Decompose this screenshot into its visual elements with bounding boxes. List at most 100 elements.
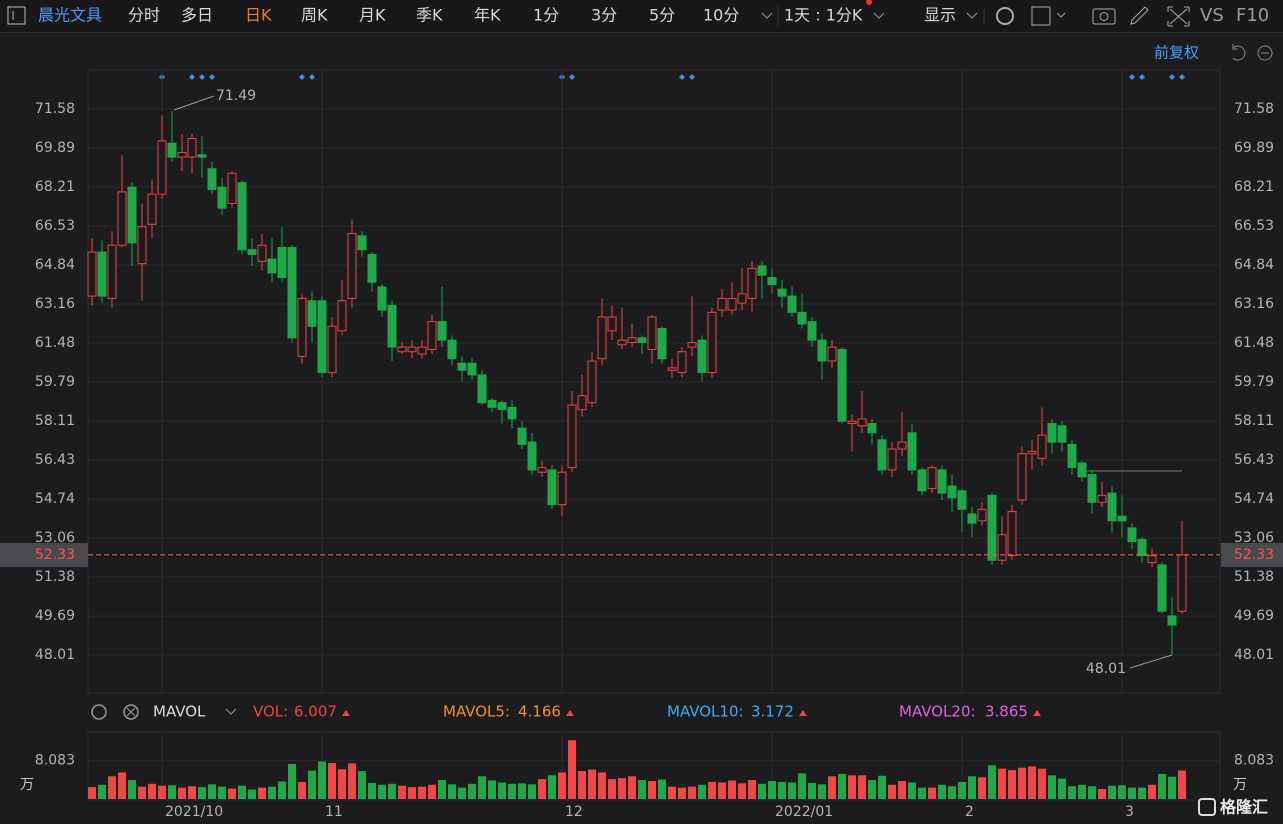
stock-name[interactable]: 晨光文具	[38, 6, 102, 25]
reset-icon[interactable]	[1232, 44, 1246, 61]
volume-bar	[988, 765, 996, 799]
indicator-legend-value: 4.166	[518, 703, 561, 721]
period-tab[interactable]: 分时	[128, 6, 160, 25]
y-tick-label: 51.38	[35, 569, 75, 585]
candle-body	[817, 339, 827, 362]
period-tab[interactable]: 日K	[245, 6, 272, 25]
period-tab[interactable]: 10分	[703, 6, 739, 25]
volume-bar	[318, 761, 326, 799]
candle-body	[587, 360, 597, 404]
volume-bar	[1048, 775, 1056, 799]
menu-icon[interactable]	[7, 6, 26, 25]
vol-settings-icon[interactable]	[91, 704, 107, 720]
dropdown-arrow[interactable]	[225, 708, 237, 715]
y-tick-label: 48.01	[35, 647, 75, 663]
y-tick-label: 56.43	[35, 452, 75, 468]
x-tick-label: 12	[565, 804, 583, 820]
draw-icon[interactable]	[1130, 6, 1149, 25]
zoom-out-icon[interactable]	[1257, 45, 1273, 61]
volume-bar	[348, 763, 356, 799]
candle-body	[637, 337, 647, 343]
dropdown-arrow	[1056, 12, 1066, 18]
candle-body	[797, 311, 807, 325]
candle-body	[647, 316, 657, 350]
adjust-mode[interactable]: 前复权	[1154, 44, 1199, 62]
candle-body	[737, 293, 747, 304]
vol-tick-label-right: 8.083	[1234, 753, 1274, 769]
volume-bar	[328, 763, 336, 799]
candle-body	[387, 304, 397, 348]
period-tab[interactable]: 季K	[416, 6, 443, 25]
x-tick-label: 2021/10	[165, 804, 223, 820]
settings-icon[interactable]	[996, 7, 1014, 25]
dropdown-arrow	[966, 12, 978, 19]
candle-body	[187, 138, 197, 158]
period-tab[interactable]: 5分	[649, 6, 675, 25]
candle-body	[927, 467, 937, 489]
period-tab[interactable]: 3分	[591, 6, 617, 25]
candle-body	[607, 316, 617, 332]
camera-icon[interactable]	[1092, 8, 1116, 25]
volume-bar	[1068, 786, 1076, 799]
candle-body	[227, 172, 237, 204]
dropdown-arrow[interactable]	[761, 12, 773, 19]
y-tick-label-right: 68.21	[1234, 179, 1274, 195]
display-menu[interactable]: 显示	[924, 6, 956, 25]
volume-bar	[878, 775, 886, 799]
watermark: 格隆汇	[1220, 798, 1268, 817]
candle-body	[127, 186, 137, 244]
indicator-name[interactable]: MAVOL	[153, 703, 206, 721]
period-tab[interactable]: 周K	[301, 6, 328, 25]
volume-bar	[108, 776, 116, 799]
volume-bar	[228, 788, 236, 799]
period-tab[interactable]: 月K	[359, 6, 386, 25]
volume-bar	[798, 773, 806, 799]
volume-bar	[808, 782, 816, 799]
candle-body	[147, 193, 157, 225]
period-tab[interactable]: 多日	[181, 6, 213, 25]
candle-body	[217, 186, 227, 209]
volume-bar	[218, 786, 226, 799]
toolbar	[0, 0, 1283, 32]
volume-bar	[238, 785, 246, 799]
y-tick-label: 66.53	[35, 218, 75, 234]
volume-bar	[128, 780, 136, 799]
volume-bar	[428, 784, 436, 799]
volume-bar	[678, 787, 686, 799]
volume-bar	[1098, 789, 1106, 799]
vol-unit-left: 万	[20, 777, 34, 793]
vs-button[interactable]: VS	[1200, 5, 1224, 26]
candle-body	[567, 404, 577, 469]
y-tick-label-right: 64.84	[1234, 257, 1274, 273]
volume-bar	[748, 780, 756, 799]
x-tick-label: 3	[1125, 804, 1134, 820]
candle-body	[167, 142, 177, 158]
volume-bar	[828, 776, 836, 799]
candle-body	[87, 251, 97, 297]
candle-body	[477, 374, 487, 404]
period-tab[interactable]: 1分	[533, 6, 559, 25]
period-select[interactable]: 1天 : 1分K	[784, 6, 863, 25]
candle-body	[837, 348, 847, 422]
y-tick-label: 61.48	[35, 335, 75, 351]
layout-icon[interactable]	[1031, 6, 1051, 26]
x-tick-label: 2	[965, 804, 974, 820]
candle-body	[177, 151, 187, 158]
y-tick-label: 71.58	[35, 101, 75, 117]
volume-bar	[888, 784, 896, 799]
period-tab[interactable]: 年K	[474, 6, 501, 25]
fullscreen-icon[interactable]	[1167, 6, 1190, 27]
candle-body	[257, 244, 267, 262]
candle-body	[97, 251, 107, 297]
volume-bar	[288, 763, 296, 799]
last-price-label-left: 52.33	[35, 547, 75, 563]
volume-bar	[568, 740, 576, 799]
y-tick-label-right: 59.79	[1234, 374, 1274, 390]
volume-bar	[1138, 787, 1146, 799]
candle-body	[547, 469, 557, 506]
vol-close-icon[interactable]	[123, 704, 139, 720]
candle-body	[1007, 511, 1017, 557]
f10-button[interactable]: F10	[1236, 5, 1269, 26]
